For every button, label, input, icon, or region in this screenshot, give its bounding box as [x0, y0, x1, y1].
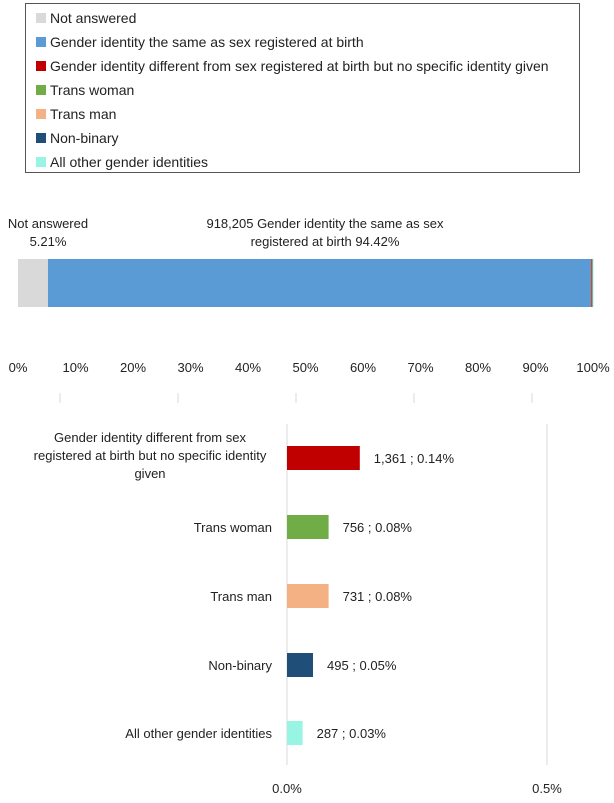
- x-tick-label: 20%: [120, 360, 146, 375]
- legend-swatch: [36, 157, 46, 167]
- x-tick-label: 0.0%: [272, 781, 302, 796]
- legend-label: Trans woman: [50, 82, 135, 98]
- x-tick-label: 30%: [177, 360, 203, 375]
- legend-label: Not answered: [50, 10, 137, 26]
- legend-label: Trans man: [50, 106, 117, 122]
- stacked-bar-segment-gender-identity-different-from-sex-registered-at-birth-but-no-specific-identity-given: [590, 259, 592, 307]
- legend-item-trans-man: Trans man: [36, 104, 116, 124]
- category-label: Gender identity different from sex: [54, 430, 246, 445]
- bar-data-label: 1,361 ; 0.14%: [374, 451, 455, 466]
- stacked-bar-segment-all-other-gender-identities: [592, 259, 594, 307]
- x-tick-label: 80%: [465, 360, 491, 375]
- legend-item-trans-woman: Trans woman: [36, 80, 134, 100]
- legend-label: Non-binary: [50, 130, 119, 146]
- bar-gender-identity-different-from-sex-registered-at-birth-but-no-specific-identity-given: [287, 446, 360, 470]
- x-tick-label: 0.5%: [532, 781, 562, 796]
- category-label: registered at birth but no specific iden…: [34, 448, 267, 463]
- category-label: All other gender identities: [125, 726, 272, 741]
- legend-item-non-binary: Non-binary: [36, 128, 118, 148]
- legend-swatch: [36, 13, 46, 23]
- legend-item-gender-identity-the-same-as-sex-registered-at-birth: Gender identity the same as sex register…: [36, 32, 364, 52]
- category-label: Trans woman: [194, 520, 272, 535]
- legend-swatch: [36, 133, 46, 143]
- stacked-bar-segment-trans-man: [592, 259, 593, 307]
- stacked-bar-segment-not-answered: [18, 259, 48, 307]
- legend-item-all-other-gender-identities: All other gender identities: [36, 152, 208, 172]
- bar-data-label: 287 ; 0.03%: [317, 726, 387, 741]
- stacked-data-label: 918,205 Gender identity the same as sex: [206, 216, 444, 231]
- legend-label: All other gender identities: [50, 154, 208, 170]
- legend-swatch: [36, 61, 46, 71]
- x-tick-label: 10%: [62, 360, 88, 375]
- x-tick-label: 40%: [235, 360, 261, 375]
- legend-label: Gender identity the same as sex register…: [50, 34, 364, 50]
- legend-swatch: [36, 85, 46, 95]
- category-label: Non-binary: [208, 658, 272, 673]
- stacked-bar-segment-gender-identity-the-same-as-sex-registered-at-birth: [47, 259, 591, 307]
- legend-swatch: [36, 37, 46, 47]
- x-tick-label: 90%: [522, 360, 548, 375]
- bar-trans-woman: [287, 515, 329, 539]
- x-tick-label: 0%: [9, 360, 28, 375]
- x-tick-label: 100%: [576, 360, 610, 375]
- x-tick-label: 50%: [292, 360, 318, 375]
- legend-item-not-answered: Not answered: [36, 8, 136, 28]
- x-tick-label: 60%: [350, 360, 376, 375]
- bar-trans-man: [287, 584, 329, 608]
- bar-all-other-gender-identities: [287, 721, 303, 745]
- bar-non-binary: [287, 653, 313, 677]
- stacked-data-label: registered at birth 94.42%: [251, 234, 400, 249]
- stacked-bar-segment-trans-woman: [591, 259, 593, 307]
- bar-data-label: 731 ; 0.08%: [343, 589, 413, 604]
- chart-legend: Not answered Gender identity the same as …: [25, 3, 580, 173]
- x-tick-label: 70%: [407, 360, 433, 375]
- legend-swatch: [36, 109, 46, 119]
- legend-item-gender-identity-different-from-sex-registered-at-birth-but-no-specific-identity-given: Gender identity different from sex regis…: [36, 56, 549, 76]
- stacked-bar-segment-non-binary: [592, 259, 594, 307]
- stacked-data-label: Not answered: [8, 216, 88, 231]
- bar-data-label: 756 ; 0.08%: [343, 520, 413, 535]
- category-label: given: [134, 466, 165, 481]
- legend-label: Gender identity different from sex regis…: [50, 58, 549, 74]
- bar-data-label: 495 ; 0.05%: [327, 658, 397, 673]
- category-label: Trans man: [210, 589, 272, 604]
- stacked-data-label: 5.21%: [30, 234, 67, 249]
